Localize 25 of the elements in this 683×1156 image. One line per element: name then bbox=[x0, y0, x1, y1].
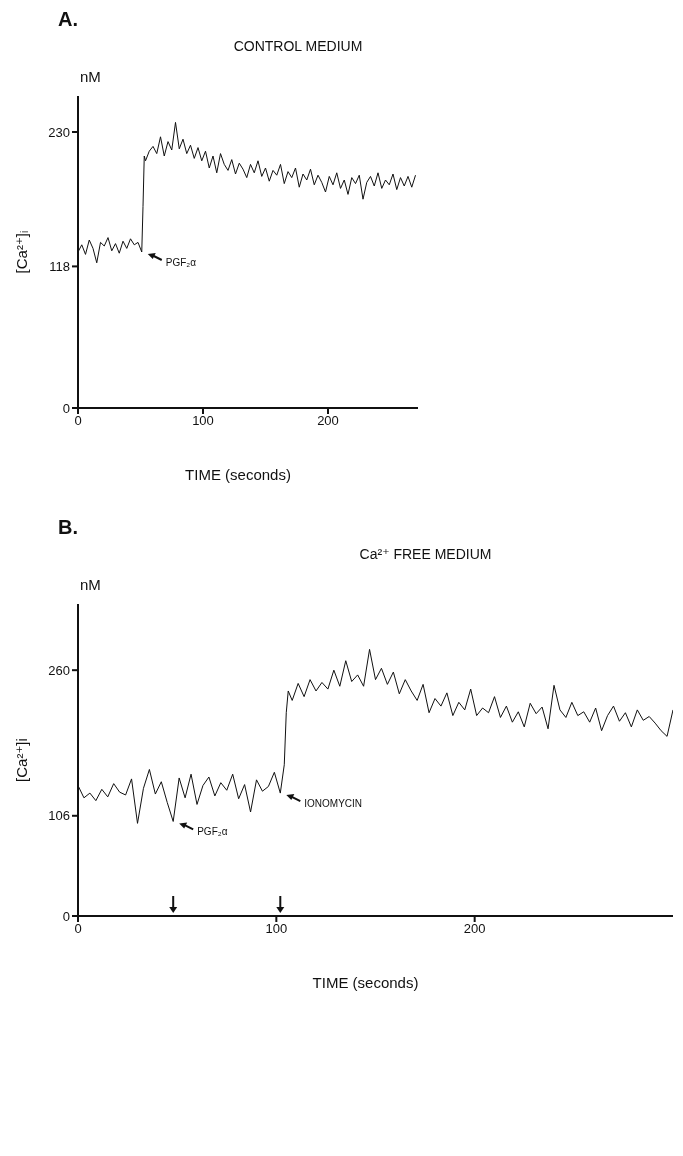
chart-title: A. bbox=[58, 8, 79, 32]
annotation: IONOMYCIN bbox=[304, 798, 363, 810]
x-tick-label: 200 bbox=[463, 921, 486, 937]
y-tick-label: 106 bbox=[48, 808, 70, 824]
annotation: PGF₂α bbox=[197, 826, 228, 838]
chart-subtitle: CONTROL MEDIUM bbox=[232, 38, 364, 56]
y-axis-title: [Ca²⁺]ᵢ bbox=[13, 230, 31, 274]
text: nM bbox=[80, 68, 101, 85]
y-tick-label: 0 bbox=[62, 908, 70, 924]
chart-title: B. bbox=[58, 516, 79, 540]
x-axis-title: TIME (seconds) bbox=[311, 974, 420, 993]
y-axis-title: [Ca²⁺]i bbox=[13, 738, 31, 782]
annotation: PGF₂α bbox=[165, 257, 197, 268]
chart-subtitle: Ca²⁺ FREE MEDIUM bbox=[358, 546, 493, 564]
x-tick-label: 100 bbox=[265, 921, 288, 937]
y-tick-label: 230 bbox=[48, 124, 70, 140]
x-axis-title: TIME (seconds) bbox=[184, 466, 292, 485]
x-tick-label: 100 bbox=[192, 413, 214, 429]
x-tick-label: 0 bbox=[74, 921, 82, 937]
x-tick-label: 200 bbox=[317, 413, 339, 429]
y-tick-label: 260 bbox=[48, 662, 70, 678]
y-tick-label: 118 bbox=[49, 259, 70, 275]
text: nM bbox=[80, 576, 101, 593]
y-tick-label: 0 bbox=[62, 400, 70, 416]
x-tick-label: 0 bbox=[74, 413, 82, 429]
